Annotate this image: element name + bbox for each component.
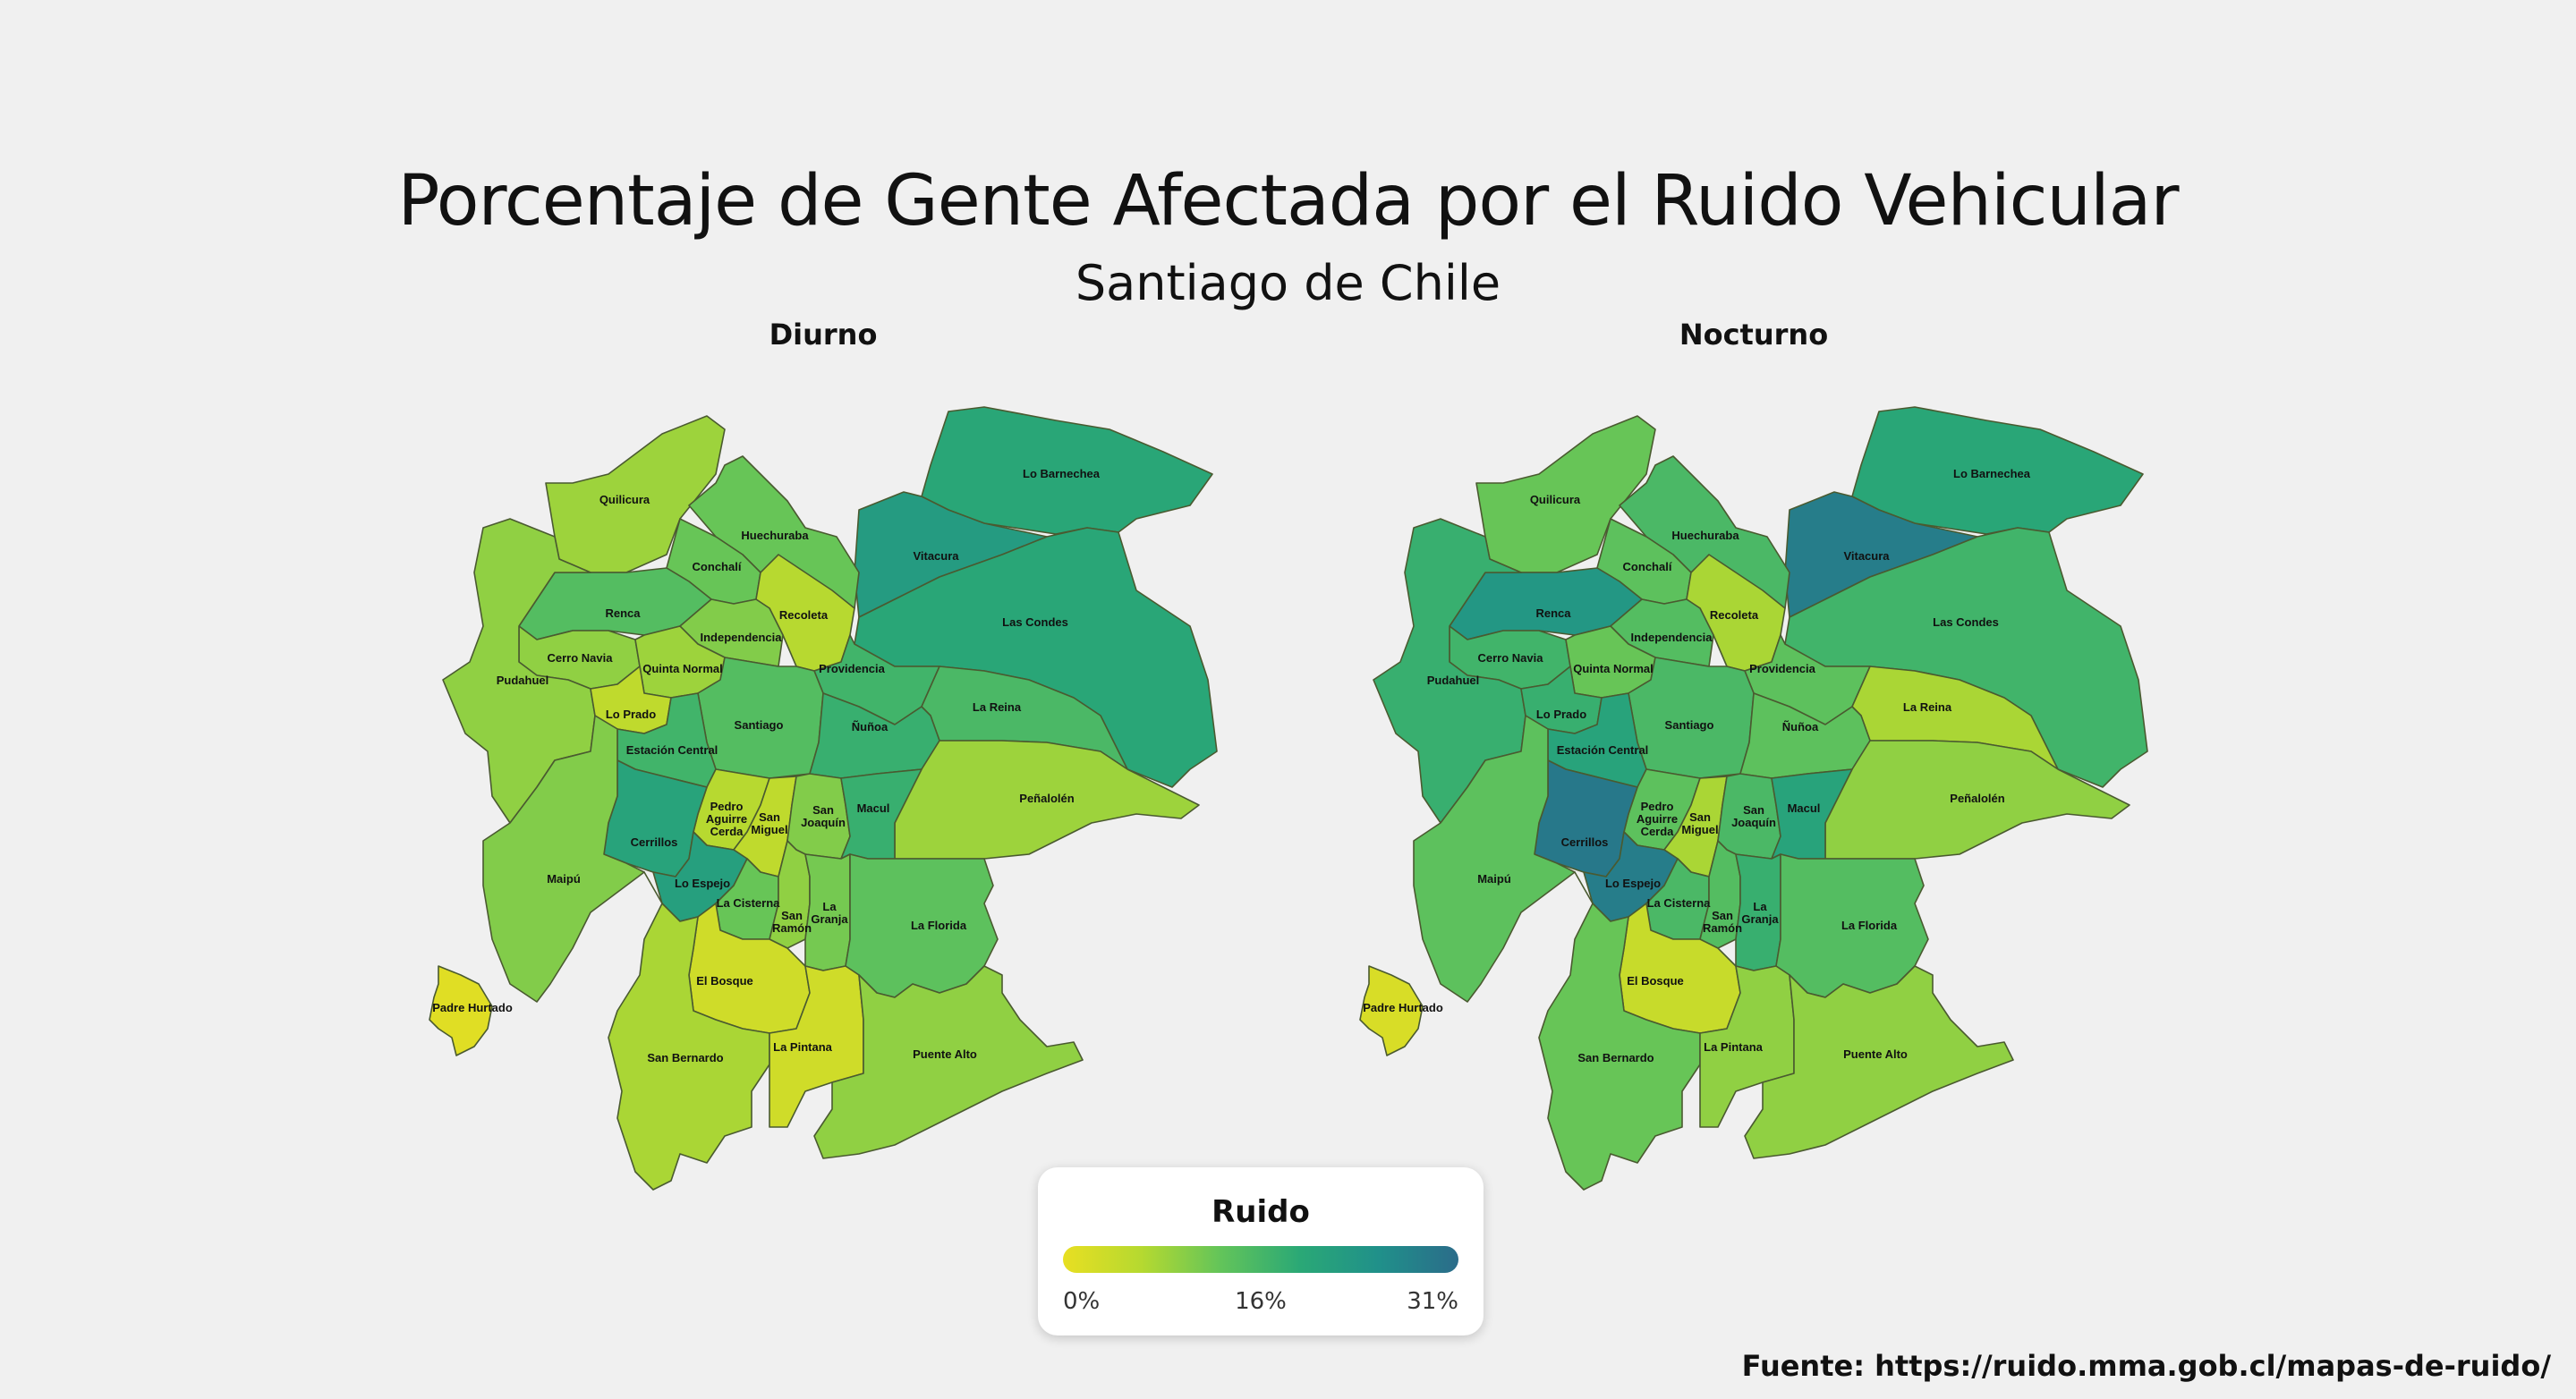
diurno-label-cerro-navia: Cerro Navia (548, 651, 614, 665)
page-title: Porcentaje de Gente Afectada por el Ruid… (397, 161, 2179, 242)
nocturno-label-la-pintana: La Pintana (1704, 1040, 1764, 1054)
diurno-label-san-ramon: San Ramón (772, 909, 812, 935)
diurno-region-puente-alto (813, 965, 1084, 1159)
diurno-label-la-cisterna: La Cisterna (717, 896, 781, 910)
page-subtitle: Santiago de Chile (1075, 255, 1501, 311)
diurno-label-conchali: Conchalí (693, 560, 742, 573)
nocturno-label-nunoa: Ñuñoa (1782, 720, 1819, 733)
nocturno-label-santiago: Santiago (1665, 718, 1714, 732)
diurno-region-san-bernardo (608, 871, 770, 1191)
diurno-label-padre-hurtado: Padre Hurtado (432, 1001, 513, 1014)
nocturno-label-cerro-navia: Cerro Navia (1478, 651, 1544, 665)
map-diurno: Lo Barnechea Vitacura Las Condes Quilicura H… (429, 406, 1218, 1191)
nocturno-region-quilicura (1475, 415, 1656, 573)
nocturno-label-lo-espejo: Lo Espejo (1605, 877, 1661, 890)
diurno-label-san-miguel: San Miguel (751, 810, 787, 836)
nocturno-label-vitacura: Vitacura (1843, 549, 1890, 563)
diurno-label-quilicura: Quilicura (599, 493, 650, 506)
diurno-label-san-bernardo: San Bernardo (647, 1051, 723, 1064)
map-title-nocturno: Nocturno (1679, 318, 1829, 352)
diurno-label-cerrillos: Cerrillos (631, 835, 678, 849)
nocturno-label-conchali: Conchalí (1623, 560, 1672, 573)
diurno-label-lo-prado: Lo Prado (606, 708, 656, 721)
diurno-label-penalolen: Peñalolén (1019, 792, 1074, 805)
diurno-label-san-joaquin: San Joaquín (801, 803, 846, 829)
diurno-label-huechuraba: Huechuraba (741, 529, 809, 542)
diurno-label-renca: Renca (605, 606, 641, 620)
nocturno-label-pedro-aguirre-cerda: Pedro Aguirre Cerda (1637, 800, 1678, 838)
nocturno-label-padre-hurtado: Padre Hurtado (1363, 1001, 1443, 1014)
nocturno-label-las-condes: Las Condes (1933, 615, 1999, 629)
diurno-label-estacion-central: Estación Central (626, 743, 718, 757)
diurno-region-maipu (482, 715, 645, 1003)
nocturno-label-independencia: Independencia (1630, 631, 1713, 644)
diurno-region-quilicura (545, 415, 726, 573)
nocturno-label-providencia: Providencia (1749, 662, 1815, 675)
nocturno-label-san-miguel: San Miguel (1681, 810, 1718, 836)
diurno-label-vitacura: Vitacura (913, 549, 959, 563)
nocturno-label-puente-alto: Puente Alto (1843, 1047, 1908, 1061)
diurno-label-recoleta: Recoleta (779, 608, 829, 622)
diurno-label-la-pintana: La Pintana (773, 1040, 833, 1054)
nocturno-label-renca: Renca (1535, 606, 1571, 620)
nocturno-label-la-cisterna: La Cisterna (1647, 896, 1712, 910)
diurno-label-puente-alto: Puente Alto (913, 1047, 977, 1061)
nocturno-region-puente-alto (1744, 965, 2014, 1159)
diurno-label-lo-espejo: Lo Espejo (675, 877, 730, 890)
nocturno-label-el-bosque: El Bosque (1627, 974, 1684, 988)
nocturno-label-la-granja: La Granja (1741, 900, 1779, 926)
nocturno-label-huechuraba: Huechuraba (1671, 529, 1739, 542)
nocturno-label-estacion-central: Estación Central (1557, 743, 1649, 757)
nocturno-label-san-ramon: San Ramón (1703, 909, 1742, 935)
diurno-label-maipu: Maipú (547, 872, 581, 886)
diurno-label-el-bosque: El Bosque (696, 974, 753, 988)
diurno-label-las-condes: Las Condes (1002, 615, 1068, 629)
diurno-label-nunoa: Ñuñoa (852, 720, 888, 733)
source-text: Fuente: https://ruido.mma.gob.cl/mapas-d… (1741, 1349, 2551, 1383)
nocturno-label-pudahuel: Pudahuel (1427, 674, 1480, 687)
nocturno-label-quilicura: Quilicura (1530, 493, 1581, 506)
map-nocturno: Lo Barnechea Vitacura Las Condes Quilicura H… (1359, 406, 2148, 1191)
nocturno-label-san-joaquin: San Joaquín (1731, 803, 1776, 829)
legend-max-label: 31% (1407, 1288, 1458, 1315)
diurno-label-santiago: Santiago (735, 718, 784, 732)
diurno-label-pudahuel: Pudahuel (497, 674, 549, 687)
legend-color-bar (1063, 1246, 1458, 1273)
nocturno-label-macul: Macul (1788, 801, 1821, 815)
diurno-label-quinta-normal: Quinta Normal (642, 662, 723, 675)
nocturno-region-san-bernardo (1538, 871, 1701, 1191)
diurno-label-independencia: Independencia (700, 631, 782, 644)
legend-mid-label: 16% (1235, 1288, 1287, 1315)
diurno-label-lo-barnechea: Lo Barnechea (1023, 467, 1101, 480)
diurno-label-la-florida: La Florida (911, 919, 967, 932)
legend-title: Ruido (1211, 1194, 1310, 1230)
diurno-label-la-reina: La Reina (973, 700, 1022, 714)
diurno-label-macul: Macul (857, 801, 890, 815)
nocturno-region-maipu (1413, 715, 1576, 1003)
legend: Ruido 0% 16% 31% (1038, 1167, 1484, 1335)
nocturno-region-padre-hurtado (1359, 965, 1424, 1056)
diurno-label-pedro-aguirre-cerda: Pedro Aguirre Cerda (706, 800, 747, 838)
map-title-diurno: Diurno (769, 318, 878, 352)
nocturno-label-cerrillos: Cerrillos (1561, 835, 1609, 849)
nocturno-label-lo-prado: Lo Prado (1536, 708, 1586, 721)
nocturno-label-lo-barnechea: Lo Barnechea (1953, 467, 2031, 480)
nocturno-label-penalolen: Peñalolén (1950, 792, 2004, 805)
legend-min-label: 0% (1063, 1288, 1101, 1315)
diurno-label-la-granja: La Granja (811, 900, 848, 926)
nocturno-label-quinta-normal: Quinta Normal (1573, 662, 1654, 675)
nocturno-label-recoleta: Recoleta (1710, 608, 1759, 622)
nocturno-label-maipu: Maipú (1477, 872, 1511, 886)
nocturno-label-la-reina: La Reina (1903, 700, 1952, 714)
diurno-label-providencia: Providencia (819, 662, 885, 675)
nocturno-label-san-bernardo: San Bernardo (1577, 1051, 1654, 1064)
diurno-region-padre-hurtado (429, 965, 493, 1056)
nocturno-label-la-florida: La Florida (1841, 919, 1898, 932)
